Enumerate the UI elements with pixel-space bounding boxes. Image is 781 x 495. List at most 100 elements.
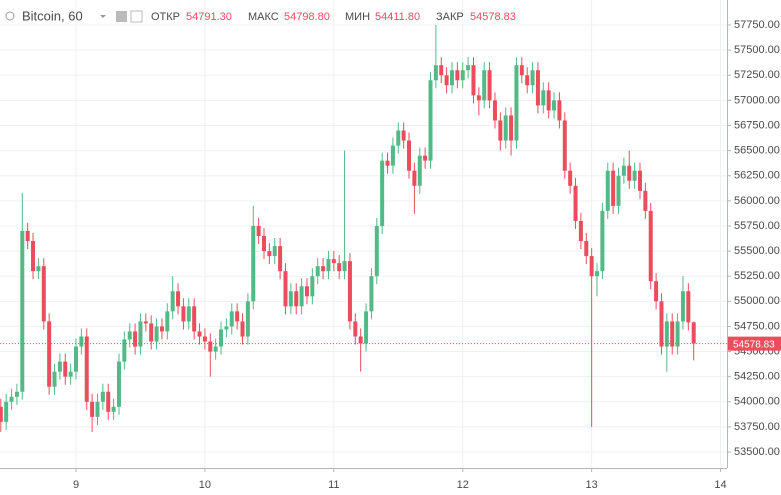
eye-icon[interactable] bbox=[116, 11, 127, 22]
candle-body bbox=[213, 346, 218, 352]
close-value: 54578.83 bbox=[470, 11, 516, 23]
candle-body bbox=[176, 291, 181, 307]
candle-body bbox=[557, 100, 562, 121]
candle-body bbox=[283, 271, 288, 307]
candle-body bbox=[466, 65, 471, 71]
candle-body bbox=[449, 70, 454, 86]
y-tick-label: 55500.00 bbox=[734, 245, 780, 257]
candle-body bbox=[95, 401, 100, 417]
candle-body bbox=[138, 321, 143, 347]
candle-body bbox=[31, 241, 36, 272]
candle-body bbox=[546, 90, 551, 111]
open-value: 54791.30 bbox=[186, 11, 232, 23]
candle-body bbox=[106, 391, 111, 412]
candle-body bbox=[637, 170, 642, 191]
x-tick-label: 12 bbox=[457, 479, 469, 491]
candle-body bbox=[261, 236, 266, 252]
candle-body bbox=[428, 80, 433, 161]
x-tick-label: 10 bbox=[199, 479, 211, 491]
candle-body bbox=[568, 170, 573, 186]
candle-body bbox=[686, 291, 691, 323]
y-tick-label: 56000.00 bbox=[734, 195, 780, 207]
candle-body bbox=[589, 256, 594, 277]
close-label: ЗАКР bbox=[436, 11, 464, 23]
candle-body bbox=[519, 65, 524, 76]
candle-body bbox=[455, 70, 460, 81]
candle-body bbox=[680, 291, 685, 322]
candle-body bbox=[525, 75, 530, 86]
candle-body bbox=[648, 210, 653, 282]
candle-body bbox=[294, 291, 299, 307]
candle-body bbox=[14, 391, 19, 397]
candle-body bbox=[503, 115, 508, 141]
y-tick-label: 57500.00 bbox=[734, 44, 780, 56]
candle-body bbox=[541, 90, 546, 106]
candle-body bbox=[573, 185, 578, 221]
candle-body bbox=[358, 336, 363, 344]
low-label: МИН bbox=[345, 11, 370, 23]
y-tick-label: 56500.00 bbox=[734, 145, 780, 157]
candle-body bbox=[197, 331, 202, 337]
last-price-tag bbox=[728, 336, 781, 351]
candle-body bbox=[439, 65, 444, 76]
candle-body bbox=[74, 346, 79, 372]
candle-body bbox=[584, 241, 589, 257]
candle-body bbox=[444, 75, 449, 86]
candle-body bbox=[20, 230, 25, 392]
candle-body bbox=[143, 321, 148, 324]
candle-body bbox=[181, 306, 186, 322]
candle-body bbox=[68, 371, 73, 377]
open-label: ОТКР bbox=[151, 11, 180, 23]
candle-body bbox=[347, 261, 352, 322]
candle-body bbox=[321, 266, 326, 272]
candle-body bbox=[643, 190, 648, 211]
axes: 53500.0053750.0054000.0054250.0054500.00… bbox=[73, 19, 781, 491]
symbol-icon bbox=[5, 11, 15, 21]
candle-body bbox=[251, 225, 256, 302]
candle-body bbox=[63, 361, 68, 377]
candle-body bbox=[578, 220, 583, 242]
candle-body bbox=[192, 306, 197, 332]
candle-body bbox=[498, 120, 503, 141]
candle-body bbox=[595, 271, 600, 277]
low-value: 54411.80 bbox=[375, 11, 420, 23]
candle-body bbox=[127, 331, 132, 340]
candle-body bbox=[514, 65, 519, 141]
candle-body bbox=[267, 251, 272, 257]
candle-body bbox=[621, 165, 626, 176]
dropdown-icon[interactable] bbox=[100, 15, 106, 18]
candle-body bbox=[364, 311, 369, 344]
candle-body bbox=[154, 326, 159, 342]
candle-body bbox=[492, 100, 497, 121]
high-value: 54798.80 bbox=[284, 11, 330, 23]
candle-body bbox=[460, 70, 465, 81]
candle-body bbox=[90, 401, 95, 417]
settings-icon[interactable] bbox=[130, 10, 143, 23]
candle-body bbox=[315, 266, 320, 277]
candle-body bbox=[0, 406, 3, 422]
candle-body bbox=[605, 170, 610, 211]
candle-body bbox=[186, 306, 191, 322]
candle-body bbox=[342, 261, 347, 272]
y-tick-label: 55000.00 bbox=[734, 295, 780, 307]
candle-body bbox=[374, 225, 379, 277]
candle-body bbox=[675, 321, 680, 347]
candle-body bbox=[240, 321, 245, 337]
candle-body bbox=[288, 291, 293, 307]
y-tick-label: 54000.00 bbox=[734, 396, 780, 408]
candle-body bbox=[165, 311, 170, 332]
candle-body bbox=[100, 391, 105, 402]
y-tick-label: 57250.00 bbox=[734, 69, 780, 81]
candle-body bbox=[219, 329, 224, 347]
candle-body bbox=[79, 336, 84, 347]
candle-body bbox=[245, 301, 250, 337]
candle-body bbox=[407, 140, 412, 171]
candle-body bbox=[36, 266, 41, 272]
candle-body bbox=[202, 336, 207, 342]
candle-body bbox=[133, 331, 138, 347]
candle-body bbox=[530, 70, 535, 86]
candle-body bbox=[659, 301, 664, 347]
candle-body bbox=[304, 286, 309, 297]
